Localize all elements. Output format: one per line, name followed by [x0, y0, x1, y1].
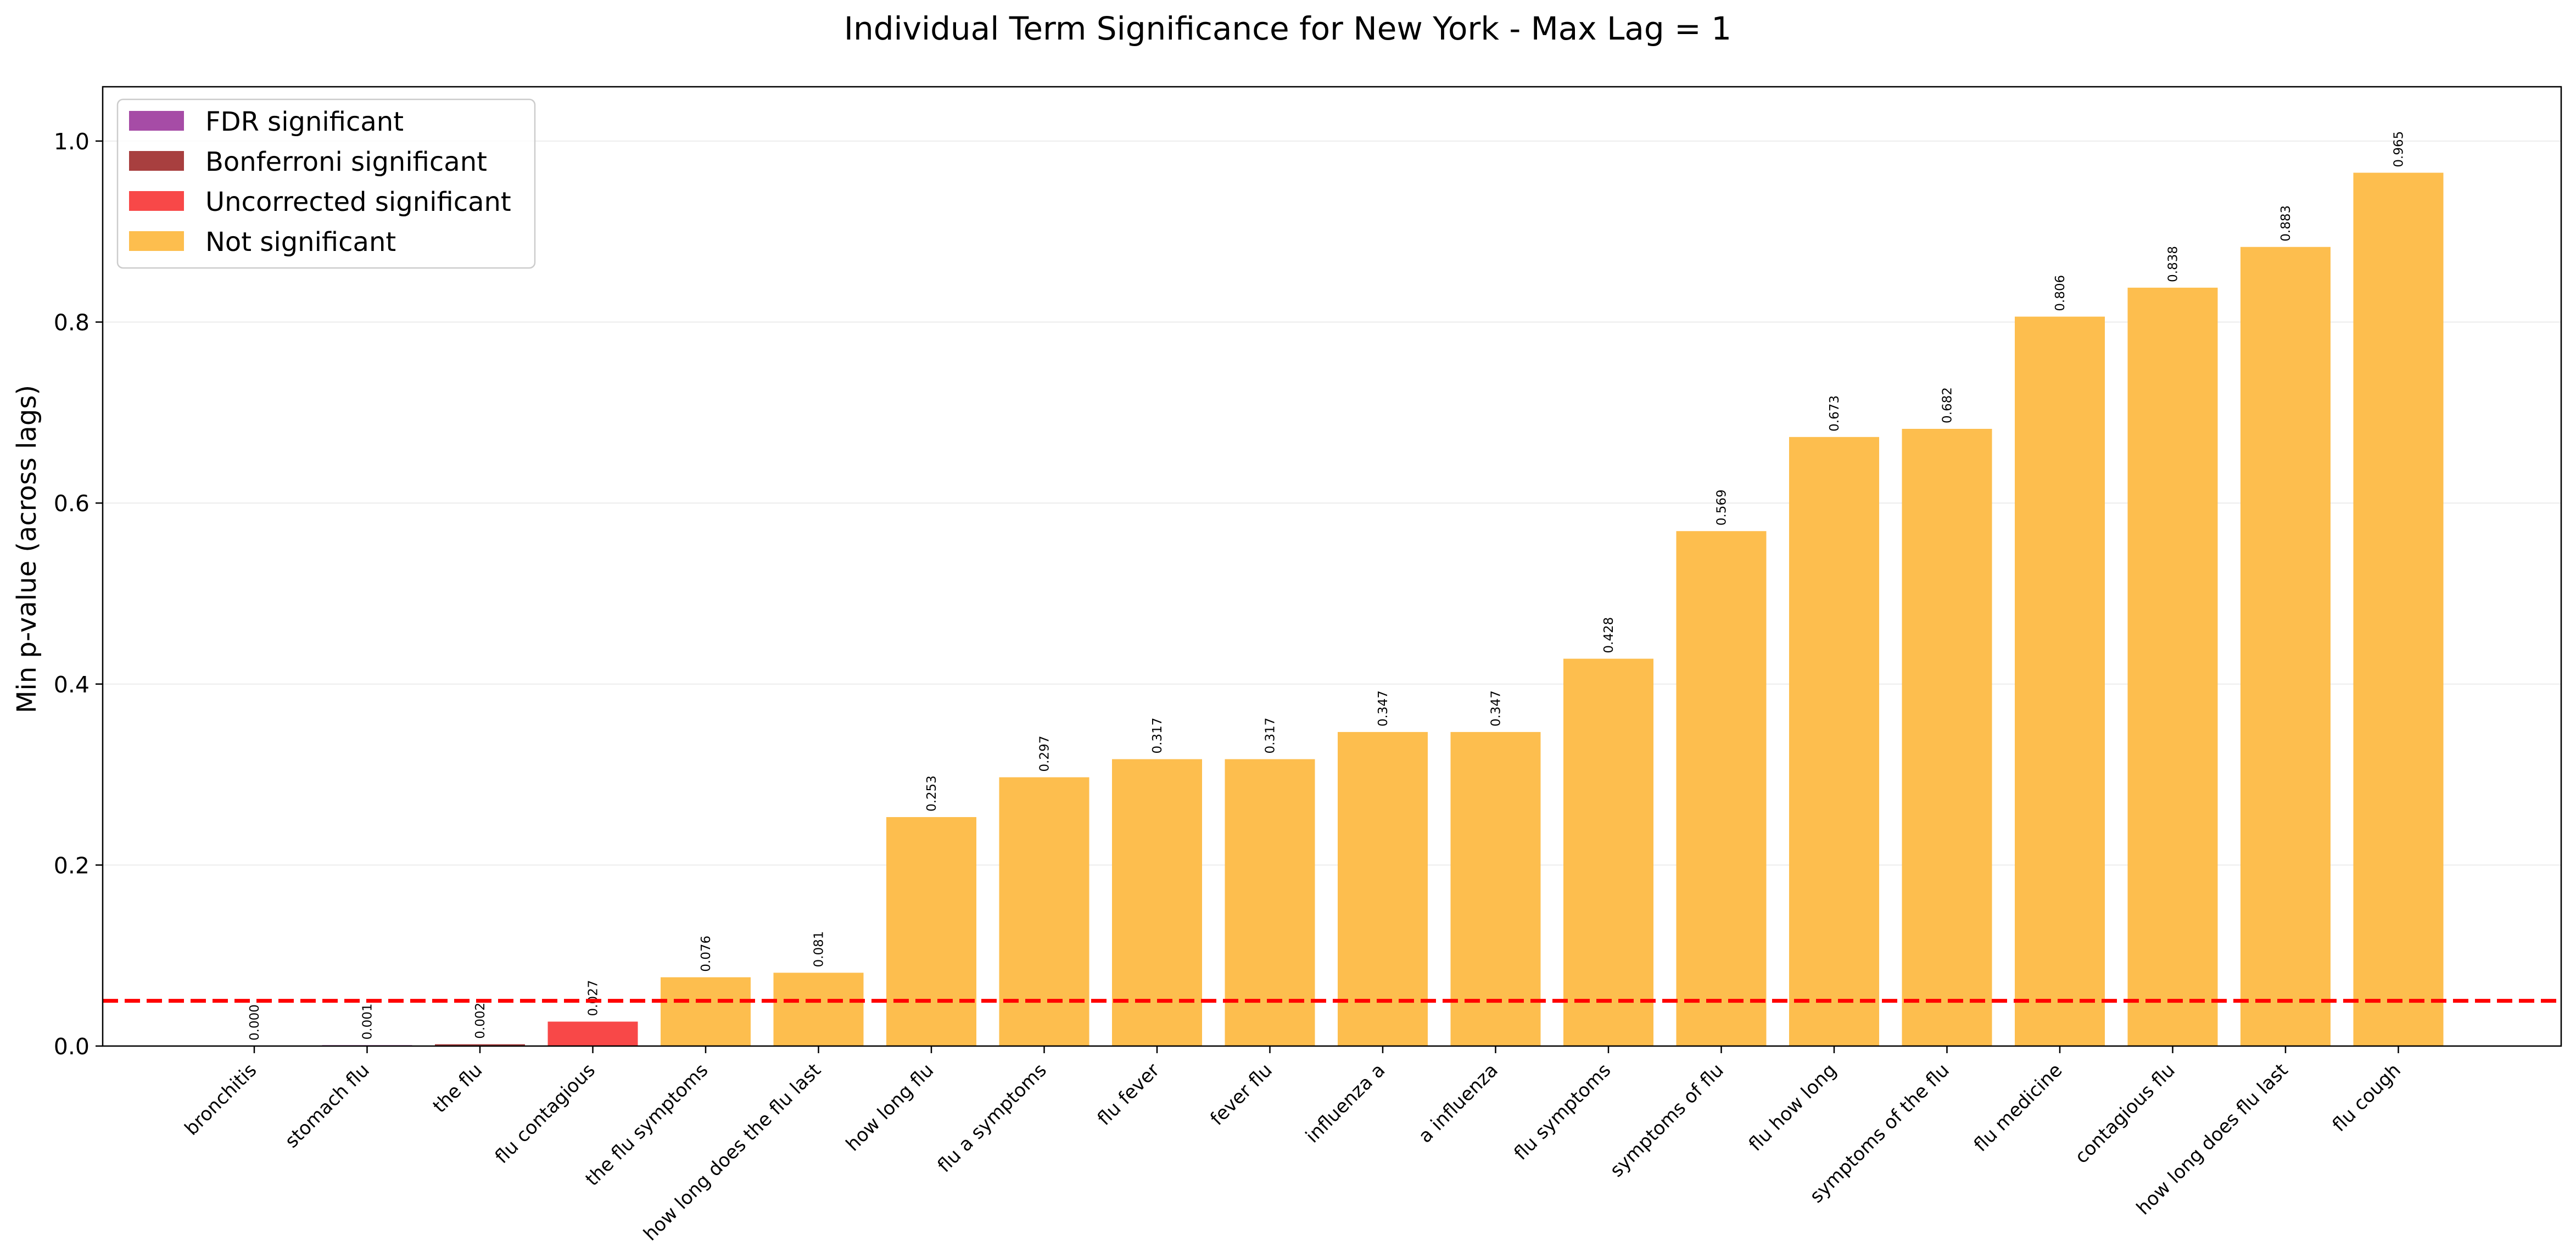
x-tick-label: flu how long — [1745, 1059, 1841, 1155]
legend-label: Bonferroni significant — [205, 147, 487, 177]
y-axis-label: Min p-value (across lags) — [12, 385, 42, 713]
bar — [2127, 287, 2218, 1046]
y-axis: 0.0 0.2 0.4 0.6 0.8 1.0 — [54, 128, 103, 1060]
legend: FDR significant Bonferroni significant Unc… — [116, 98, 536, 269]
y-tick-label: 0.8 — [54, 310, 90, 336]
bar-value-label: 0.838 — [2166, 246, 2181, 282]
x-tick-label: contagious flu — [2071, 1059, 2180, 1168]
bar — [1338, 732, 1428, 1046]
x-tick-label: the flu — [429, 1059, 487, 1117]
bar-value-label: 0.002 — [473, 1003, 488, 1039]
x-tick-label: flu symptoms — [1510, 1059, 1616, 1165]
bar — [1563, 658, 1653, 1046]
bar-value-label: 0.297 — [1038, 736, 1052, 772]
bar — [999, 777, 1089, 1046]
bar — [2015, 316, 2105, 1046]
bar-value-label: 0.027 — [586, 980, 601, 1016]
chart-title: Individual Term Significance for New Yor… — [844, 10, 1731, 47]
bar-value-label: 0.253 — [925, 775, 939, 812]
legend-label: FDR significant — [205, 107, 404, 137]
x-tick-label: fever flu — [1206, 1059, 1276, 1130]
x-tick-label: flu contagious — [491, 1059, 600, 1168]
bar-value-label: 0.347 — [1489, 690, 1504, 726]
bar — [1789, 437, 1879, 1046]
plot-frame — [102, 86, 2562, 1047]
legend-box — [116, 98, 536, 269]
bar — [773, 972, 864, 1046]
bar-value-label: 0.076 — [699, 936, 713, 972]
legend-swatch — [129, 191, 184, 211]
bar-value-label: 0.347 — [1376, 690, 1390, 726]
legend-swatch — [129, 111, 184, 131]
bar — [1902, 428, 1992, 1046]
x-tick-label: flu a symptoms — [934, 1059, 1051, 1177]
y-tick-label: 0.6 — [54, 490, 90, 517]
bar — [2353, 172, 2444, 1046]
legend-label: Uncorrected significant — [205, 187, 511, 217]
bar — [1450, 732, 1541, 1046]
x-tick-label: flu cough — [2328, 1059, 2405, 1136]
x-tick-label: how long does the flu last — [639, 1059, 825, 1245]
bar-value-label: 0.673 — [1828, 395, 1842, 432]
bar-value-label: 0.001 — [361, 1003, 375, 1039]
x-tick-label: flu medicine — [1970, 1059, 2066, 1156]
bar — [2240, 247, 2331, 1046]
x-tick-label: a influenza — [1415, 1059, 1502, 1147]
y-tick-label: 0.0 — [54, 1033, 90, 1060]
bar — [547, 1021, 638, 1046]
y-tick-label: 1.0 — [54, 128, 90, 155]
bar-value-label: 0.883 — [2279, 205, 2293, 242]
legend-swatch — [129, 151, 184, 171]
bar — [1112, 759, 1202, 1046]
bar-value-label: 0.000 — [248, 1004, 262, 1041]
bar — [1225, 759, 1315, 1046]
x-tick-label: flu fever — [1093, 1059, 1164, 1130]
bar-value-label: 0.806 — [2053, 275, 2067, 311]
y-tick-label: 0.2 — [54, 852, 90, 879]
x-tick-label: stomach flu — [281, 1059, 374, 1153]
x-axis: bronchitis stomach flu the flu flu contagio… — [181, 1046, 2405, 1245]
bar-value-label: 0.682 — [1941, 387, 1955, 423]
bar — [886, 817, 976, 1046]
x-tick-label: influenza a — [1301, 1059, 1389, 1147]
x-tick-label: bronchitis — [181, 1059, 261, 1140]
legend-swatch — [129, 231, 184, 251]
x-tick-label: symptoms of flu — [1606, 1059, 1728, 1182]
bar-value-label: 0.428 — [1602, 617, 1616, 653]
legend-label: Not significant — [205, 227, 396, 258]
bar-value-label: 0.317 — [1264, 718, 1278, 754]
bar-value-label: 0.965 — [2392, 131, 2406, 167]
x-tick-label: how long flu — [842, 1059, 938, 1155]
bar-value-label: 0.081 — [812, 931, 826, 968]
bar-value-label: 0.569 — [1715, 489, 1729, 525]
bar-value-label: 0.317 — [1150, 718, 1165, 754]
bar — [435, 1044, 525, 1046]
bars: 0.000 0.001 0.002 0.027 0.076 0.081 0.253 0.297… — [209, 131, 2444, 1046]
x-tick-label: the flu symptoms — [581, 1059, 712, 1190]
y-tick-label: 0.4 — [54, 672, 90, 698]
bar — [1676, 531, 1767, 1046]
bar — [661, 977, 751, 1046]
